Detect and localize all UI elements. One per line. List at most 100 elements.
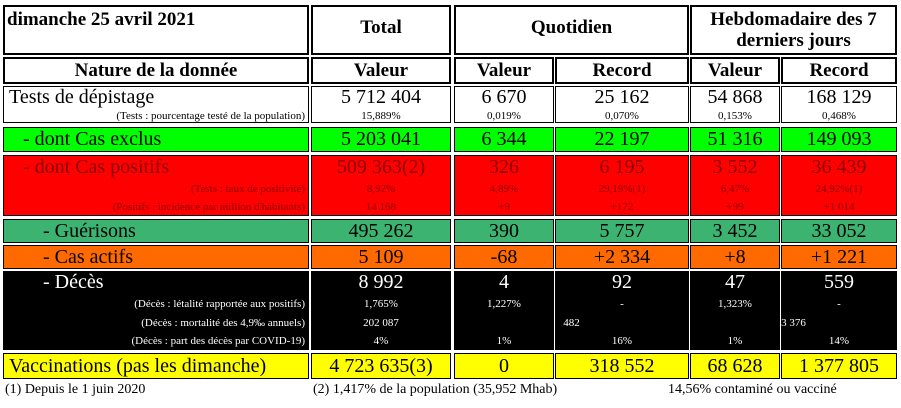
group-cell: [555, 219, 689, 243]
footnote: (1) Depuis le 1 juin 2020: [5, 382, 146, 397]
cell-value: 8,92%: [366, 182, 396, 195]
cell-value: 22 197: [594, 128, 650, 150]
header-cell: [454, 5, 689, 55]
cell-value: 29,19%(1): [598, 182, 646, 195]
cell-value: 326: [489, 155, 519, 178]
cell-value: 0,153%: [718, 109, 752, 122]
cell-value: 4: [499, 271, 509, 293]
cell-value: 3 452: [712, 219, 758, 242]
cell-value: 92: [612, 271, 632, 293]
cell-value: 5 203 041: [341, 128, 421, 150]
header-title: Quotidien: [530, 17, 613, 38]
column-header: Valeur: [707, 59, 763, 81]
group-cell: [555, 127, 689, 152]
group-cell: [454, 245, 554, 269]
cell-value: 1,323%: [718, 297, 752, 310]
cell-value: 51 316: [707, 128, 763, 150]
group-cell: [311, 219, 451, 243]
cell-value: 0: [499, 354, 509, 377]
group-cell: [3, 245, 309, 269]
row-label: (Tests : pourcentage testé de la populat…: [116, 109, 305, 122]
cell-value: 390: [489, 219, 519, 242]
group-cell: [3, 353, 309, 379]
group-cell: [781, 86, 897, 123]
cell-value: 0,070%: [605, 109, 639, 122]
row-label: (Décès : part des décès par COVID-19): [131, 335, 306, 347]
row-label: - Cas actifs: [43, 245, 133, 268]
header-date: dimanche 25 avril 2021: [7, 9, 196, 30]
cell-value: -: [620, 297, 624, 310]
header-cell: [454, 57, 554, 84]
cell-value: 0,468%: [822, 109, 856, 122]
cell-value: 0,019%: [487, 109, 521, 122]
group-cell: [555, 245, 689, 269]
column-header: Record: [809, 59, 869, 81]
cell-value: 14 168: [365, 201, 397, 213]
cell-value: 16%: [611, 335, 633, 347]
cell-value: -: [837, 297, 841, 310]
group-cell: [3, 219, 309, 243]
group-cell: [311, 155, 451, 216]
row-label: (Décès : mortalité des 4,9‰ annuels): [141, 316, 305, 329]
cell-value: 47: [725, 271, 745, 293]
header-cell: [555, 57, 689, 84]
group-cell: [690, 86, 780, 123]
cell-value: 482: [563, 316, 580, 329]
header-cell: [311, 57, 451, 84]
header-cell: [781, 57, 897, 84]
group-cell: [311, 245, 451, 269]
group-cell: [781, 219, 897, 243]
cell-value: 33 052: [811, 219, 867, 242]
row-label: - Décès: [43, 271, 104, 293]
cell-value: 54 868: [707, 85, 763, 108]
group-cell: [454, 155, 554, 216]
group-cell: [690, 271, 780, 350]
cell-value: 1 377 805: [799, 354, 879, 377]
cell-value: 1%: [496, 335, 512, 347]
group-cell: [311, 271, 451, 350]
group-cell: [454, 219, 554, 243]
cell-value: +172: [610, 201, 634, 213]
cell-value: 6 670: [481, 85, 527, 108]
group-cell: [690, 127, 780, 152]
group-cell: [781, 271, 897, 350]
cell-value: 68 628: [707, 354, 763, 377]
cell-value: 25 162: [594, 85, 650, 108]
cell-value: 495 262: [348, 219, 414, 242]
row-label: Tests de dépistage: [9, 85, 155, 108]
cell-value: 149 093: [806, 128, 872, 150]
header-cell: [3, 5, 309, 55]
group-cell: [454, 271, 554, 350]
group-cell: [454, 127, 554, 152]
cell-value: +2 334: [593, 245, 651, 268]
row-label: (Positifs : incidence par million d'habi…: [112, 201, 305, 213]
header-title: Total: [360, 17, 402, 38]
group-cell: [555, 86, 689, 123]
column-header: Record: [592, 59, 652, 81]
row-label: - Guérisons: [43, 219, 136, 242]
cell-value: 5 109: [358, 245, 404, 268]
cell-value: 3 376: [781, 316, 806, 329]
column-header: Valeur: [353, 59, 409, 81]
cell-value: 1%: [727, 335, 743, 347]
header-cell: [690, 5, 897, 55]
cell-value: 168 129: [806, 85, 872, 108]
cell-value: 202 087: [363, 316, 399, 329]
cell-value: 1,765%: [364, 297, 398, 310]
cell-value: 4 723 635(3): [329, 354, 433, 377]
column-header: Valeur: [476, 59, 532, 81]
cell-value: 8 992: [358, 271, 404, 293]
cell-value: 15,889%: [361, 109, 401, 122]
cell-value: 14%: [828, 335, 850, 347]
group-cell: [690, 353, 780, 379]
cell-value: 36 439: [811, 155, 867, 178]
cell-value: 4,89%: [489, 182, 519, 195]
cell-value: 24,92%(1): [815, 182, 863, 195]
cell-value: 509 363(2): [336, 155, 426, 178]
cell-value: 559: [824, 271, 854, 293]
header-cell: [690, 57, 780, 84]
cell-value: +1 221: [810, 245, 868, 268]
cell-value: 6,47%: [720, 182, 750, 195]
cell-value: 318 552: [589, 354, 655, 377]
